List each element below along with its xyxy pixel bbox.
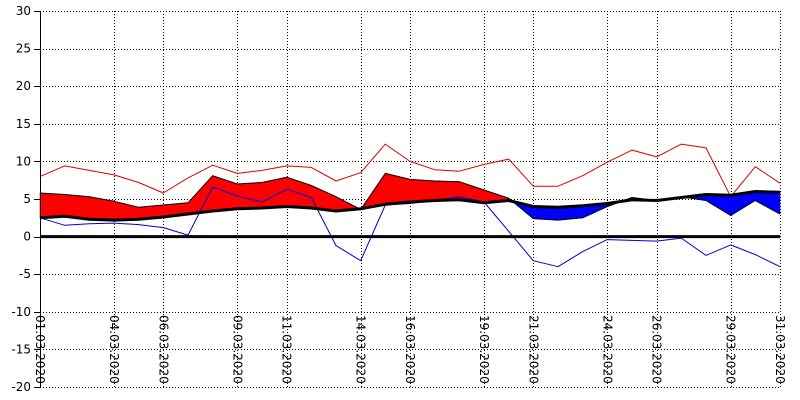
x-tick-label: 06.03.2020 — [156, 315, 170, 384]
y-tick-label: 15 — [16, 117, 31, 131]
x-tick-label: 21.03.2020 — [526, 315, 540, 384]
x-tick-label: 24.03.2020 — [600, 315, 614, 384]
x-tick-label: 26.03.2020 — [650, 315, 664, 384]
x-tick-label: 19.03.2020 — [477, 315, 491, 384]
anomaly-fills — [39, 172, 781, 221]
y-tick-label: 30 — [16, 4, 31, 18]
x-tick-labels: 01.03.2020 04.03.2020 06.03.2020 09.03.2020… — [33, 315, 787, 384]
warm-anomaly-fill — [212, 175, 238, 212]
x-tick-label: 16.03.2020 — [403, 315, 417, 384]
x-tick-label: 04.03.2020 — [107, 315, 121, 384]
y-tick-labels: 30 25 20 15 10 5 0 -5 -10 -15 -20 — [11, 4, 31, 394]
x-tick-label: 09.03.2020 — [230, 315, 244, 384]
norm-temperature-line — [39, 190, 781, 222]
x-tick-label: 29.03.2020 — [724, 315, 738, 384]
y-tick-label: 20 — [16, 79, 31, 93]
y-tick-label: 25 — [16, 42, 31, 56]
warm-anomaly-fill — [409, 179, 436, 203]
y-tick-label: -10 — [11, 305, 31, 319]
cold-anomaly-fill — [705, 194, 732, 217]
x-tick-label: 14.03.2020 — [354, 315, 368, 384]
y-tick-label: -5 — [19, 267, 31, 281]
x-tick-label: 31.03.2020 — [773, 315, 787, 384]
x-tick-label: 01.03.2020 — [33, 315, 47, 384]
x-tick-label: 11.03.2020 — [280, 315, 294, 384]
series-lines — [39, 143, 781, 268]
y-tick-label: 10 — [16, 154, 31, 168]
max-temperature-line — [39, 143, 781, 198]
axes — [34, 11, 41, 388]
warm-anomaly-fill — [237, 182, 263, 210]
y-tick-label: -20 — [11, 380, 31, 394]
warm-anomaly-fill — [39, 192, 65, 219]
y-tick-label: 0 — [23, 230, 31, 244]
y-tick-label: -15 — [11, 342, 31, 356]
y-tick-label: 5 — [23, 192, 31, 206]
